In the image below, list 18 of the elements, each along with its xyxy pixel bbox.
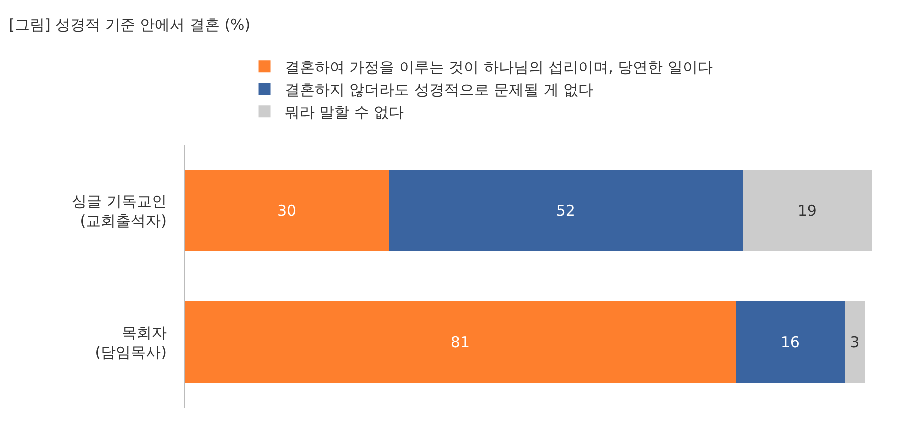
bar [185, 301, 736, 384]
bar [185, 170, 390, 252]
data-label: 81 [450, 333, 470, 352]
data-label: 19 [798, 202, 817, 220]
legend-label: 결혼하여 가정을 이루는 것이 하나님의 섭리이며, 당연한 일이다 [284, 58, 713, 76]
data-label: 30 [277, 202, 297, 220]
data-label: 52 [556, 202, 576, 220]
chart-title: [그림] 성경적 기준 안에서 결혼 (%) [9, 16, 251, 34]
bar [844, 301, 866, 384]
bar [742, 170, 872, 252]
bar [389, 170, 743, 252]
data-label: 16 [780, 333, 800, 352]
y-tick-label: 싱글 기독교인 (교회출석자) [72, 192, 167, 230]
legend-label: 뭐라 말할 수 없다 [284, 103, 404, 122]
data-label: 3 [850, 333, 860, 352]
y-tick-label: 목회자 (담임목사) [95, 324, 167, 362]
bar [736, 301, 845, 384]
legend-label: 결혼하지 않더라도 성경적으로 문제될 게 없다 [284, 80, 594, 99]
